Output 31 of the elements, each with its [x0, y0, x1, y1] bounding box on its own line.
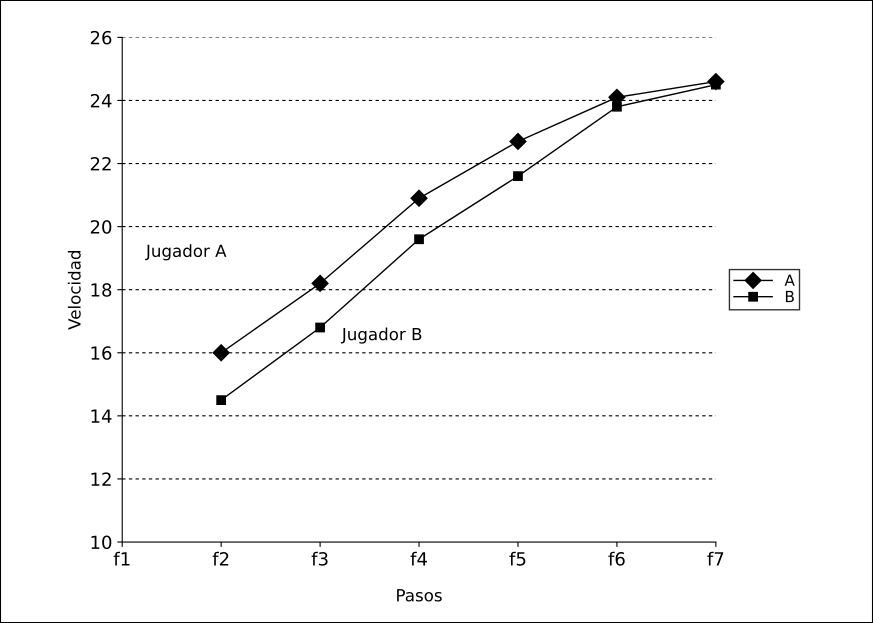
point — [410, 190, 428, 207]
y-tick-label: 10 — [92, 535, 112, 550]
legend-label: A — [784, 274, 795, 286]
legend-label: B — [786, 290, 794, 302]
point — [312, 274, 329, 292]
y-tick-label: 14 — [92, 410, 112, 423]
annotation: Jugador A — [145, 244, 226, 260]
x-tick-label: f2 — [212, 552, 228, 566]
point — [513, 171, 523, 182]
annotation: Jugador B — [341, 327, 422, 344]
point — [216, 395, 226, 405]
y-tick-label: 12 — [92, 472, 111, 486]
y-tick-label: 16 — [92, 346, 112, 360]
x-tick-label: f3 — [312, 552, 328, 566]
point — [315, 322, 325, 332]
x-tick-label: f5 — [509, 552, 526, 566]
point — [509, 132, 527, 150]
x-tick-label: f6 — [608, 552, 625, 566]
x-tick-label: f1 — [114, 552, 130, 566]
y-tick-label: 24 — [90, 94, 112, 108]
x-tick-label: f4 — [410, 552, 427, 566]
point — [212, 344, 230, 362]
y-axis-title: Velocidad — [68, 251, 81, 330]
y-tick-label: 20 — [90, 220, 112, 234]
x-axis-title: Pasos — [397, 589, 442, 602]
x-tick-label: f7 — [707, 552, 724, 566]
y-tick-label: 26 — [90, 30, 112, 44]
point — [414, 234, 424, 244]
y-tick-label: 22 — [90, 156, 111, 170]
y-tick-label: 18 — [92, 283, 112, 297]
point — [612, 102, 622, 112]
